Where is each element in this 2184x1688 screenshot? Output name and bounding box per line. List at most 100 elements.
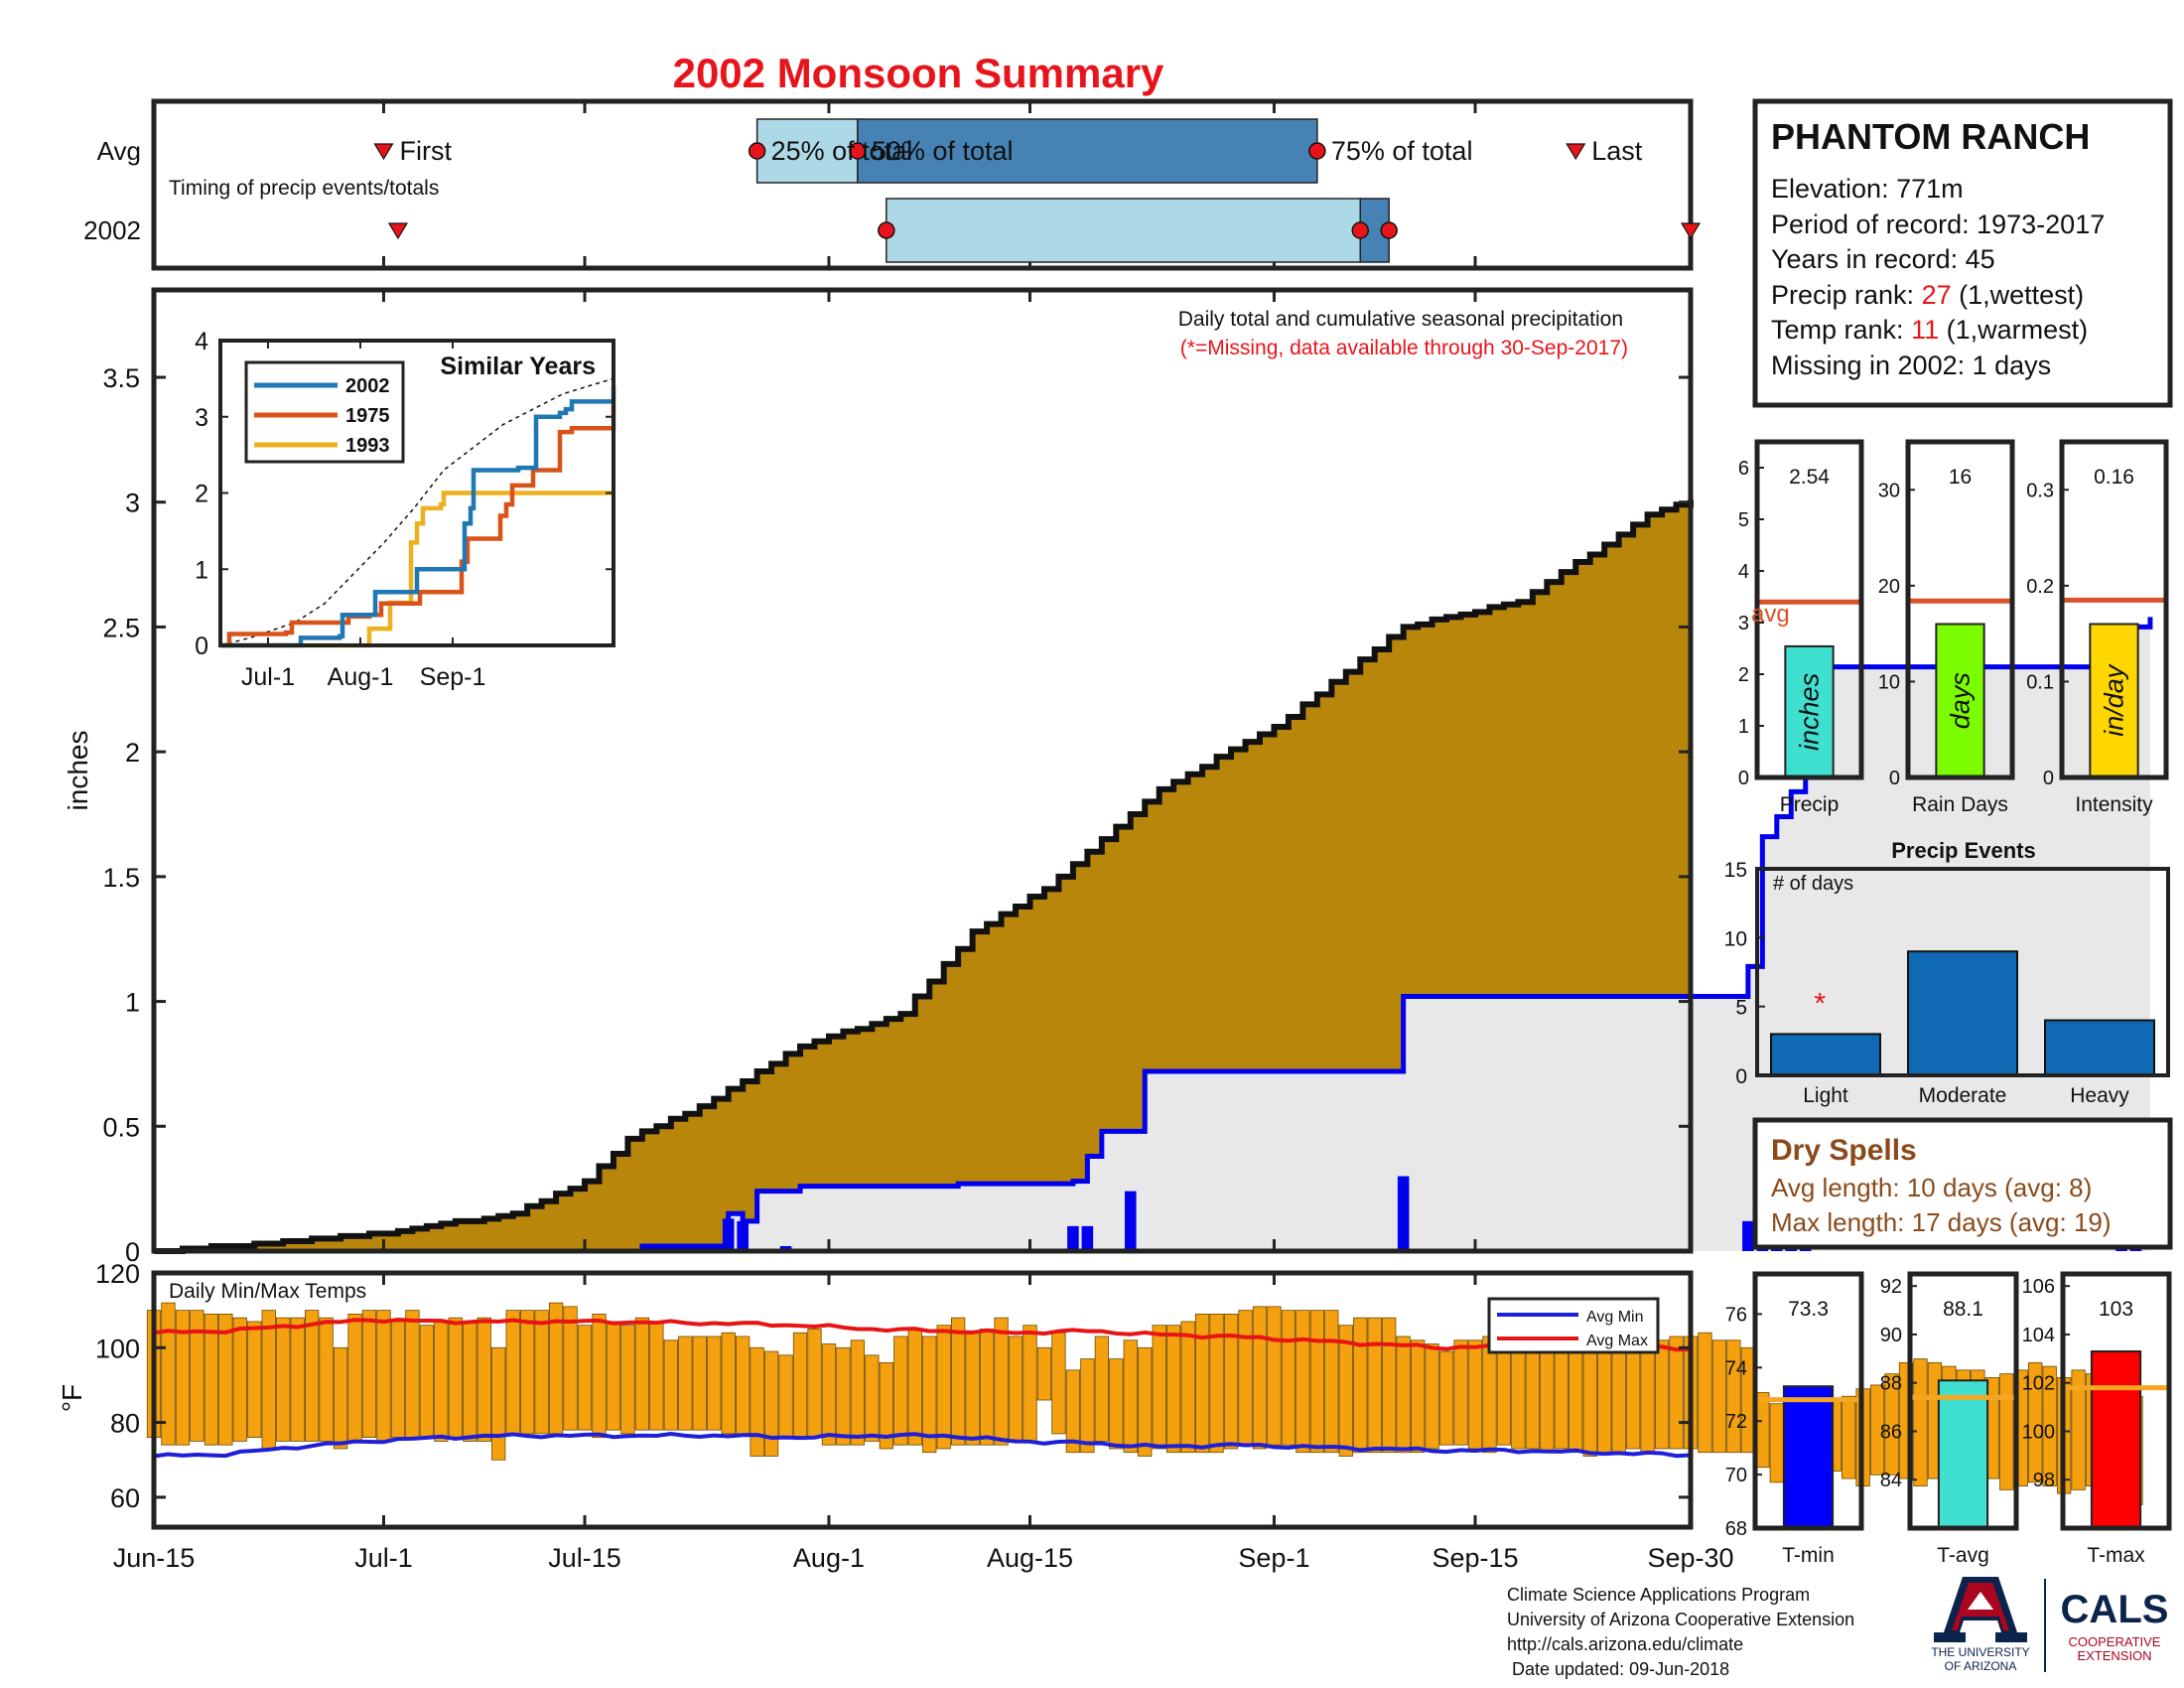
precip-ytick-label-1: 0.5 [102, 1112, 140, 1142]
temp-range-bar-39 [707, 1336, 722, 1431]
daily-precip-bar-1 [737, 1220, 749, 1251]
temp-range-bar-90 [1438, 1350, 1454, 1446]
temp-range-bar-35 [649, 1321, 664, 1431]
temp-range-bar-123 [1913, 1358, 1928, 1486]
tavg_mini-value-label: 88.1 [1943, 1298, 1983, 1321]
raindays_mini-ytick-label-3: 30 [1878, 480, 1900, 501]
ua-logo-text-1: THE UNIVERSITY [1931, 1645, 2029, 1659]
similar-years-inset: 0 1 2 3 4 Jul-1 Aug-1 Sep-1 Similar Years 2002 1… [195, 328, 616, 691]
tmin_mini-bar [1782, 1385, 1835, 1530]
intensity_mini-frame [2059, 439, 2169, 780]
tavg_mini-ytick-label-2: 88 [1880, 1373, 1902, 1395]
precip_mini-ytick-label-3: 3 [1738, 613, 1749, 634]
precip_mini-bar [1784, 644, 1835, 778]
temp-range-bar-12 [319, 1317, 334, 1442]
mini-panel-intensity_mini: 0 0.1 0.2 0.3 0.16 Intensity in/day [2026, 439, 2169, 816]
temp-range-bar-2 [175, 1310, 191, 1446]
temp-range-bar-21 [448, 1317, 463, 1439]
mini-panel-raindays_mini: 0 10 20 30 16 Rain Days days [1878, 439, 2015, 816]
cals-coop-text-1: COOPERATIVE [2069, 1634, 2161, 1649]
tmin_mini-frame [1752, 1271, 1864, 1531]
x-tick-label-0: Jun-15 [113, 1543, 196, 1573]
temp-rank-value: 11 [1911, 315, 1939, 345]
dry-spells-avg-length: Avg length: 10 days (avg: 8) [1771, 1173, 2092, 1202]
university-of-arizona-logo: THE UNIVERSITY OF ARIZONA CALS COOPERATI… [1931, 1577, 2168, 1673]
temp-range-bar-43 [763, 1350, 779, 1457]
temp-range-bar-50 [865, 1354, 880, 1442]
temp-range-bar-15 [361, 1310, 377, 1439]
temp-range-bar-6 [232, 1317, 247, 1442]
station-name: PHANTOM RANCH [1771, 116, 2090, 157]
tmin_mini-ytick-label-0: 68 [1725, 1518, 1747, 1540]
avg-cumulative-line [154, 499, 1694, 1254]
temp-range-bar-67 [1109, 1358, 1124, 1450]
temp-avg-max-line [153, 1318, 1692, 1352]
temp-range-bar-16 [376, 1310, 391, 1442]
footer-credits: Climate Science Applications Program Uni… [1507, 1585, 1854, 1679]
temp-range-bar-37 [678, 1336, 693, 1431]
x-tick-label-7: Sep-30 [1647, 1543, 1733, 1573]
temp-range-bar-45 [792, 1332, 808, 1439]
events-xlabel-moderate: Moderate [1919, 1084, 2007, 1107]
inset-series-line-1993 [220, 491, 614, 648]
raindays_mini-ytick-label-2: 20 [1878, 576, 1900, 598]
temp-range-bar-48 [836, 1346, 851, 1446]
raindays_mini-value-label: 16 [1949, 466, 1972, 489]
timing-box-25-50-1 [886, 198, 1362, 263]
precip_mini-ytick-label-2: 2 [1738, 664, 1749, 686]
temp-rank-suffix: (1,warmest) [1939, 315, 2088, 345]
events-xlabel-heavy: Heavy [2070, 1084, 2129, 1107]
dry-spells-title: Dry Spells [1771, 1134, 1917, 1167]
tavg_mini-xlabel: T-avg [1937, 1544, 1989, 1567]
temp-range-bar-129 [1999, 1373, 2014, 1490]
x-tick-label-2: Jul-15 [548, 1543, 621, 1573]
temp-range-bar-112 [1755, 1392, 1770, 1469]
temp-range-bar-82 [1324, 1310, 1339, 1454]
temp-range-bar-132 [2042, 1365, 2057, 1486]
temp-range-bar-56 [951, 1317, 966, 1446]
timing-first-last-marker-1-0 [387, 222, 409, 240]
temp-range-bar-76 [1238, 1310, 1253, 1446]
timing-box-50-75-0 [857, 118, 1318, 184]
precip-missing-note: (*=Missing, data available through 30-Se… [1180, 337, 1628, 359]
temp-range-bar-17 [390, 1321, 406, 1439]
tmin_mini-ytick-label-2: 72 [1725, 1411, 1747, 1433]
timing-first-last-marker-0-0 [373, 143, 394, 161]
tmax_mini-ytick-label-0: 98 [2033, 1470, 2055, 1491]
x-tick-label-1: Jul-1 [354, 1543, 413, 1573]
temp-range-bar-18 [405, 1310, 420, 1439]
precip-ytick-label-3: 1.5 [102, 863, 140, 893]
temp-range-bar-106 [1669, 1336, 1684, 1450]
precip_mini-ytick-label-6: 6 [1738, 458, 1749, 480]
tmax_mini-value-label: 103 [2099, 1298, 2133, 1321]
temp-range-bar-92 [1467, 1339, 1483, 1450]
temp-range-bar-79 [1281, 1310, 1297, 1446]
precip_mini-ytick-label-5: 5 [1738, 509, 1749, 531]
timing-percentile-dot-1-0 [878, 221, 895, 239]
precip_mini-ytick-label-4: 4 [1738, 561, 1749, 583]
temp-range-bar-60 [1008, 1336, 1024, 1442]
tmax_mini-ytick-label-2: 102 [2022, 1373, 2055, 1395]
timing-box-25-50-0 [755, 118, 859, 184]
x-tick-label-5: Sep-1 [1238, 1543, 1309, 1573]
temp-rank-label: Temp rank: [1771, 315, 1911, 345]
timing-row-label-2002: 2002 [83, 215, 141, 245]
temp-range-bar-99 [1569, 1336, 1583, 1454]
timing-label-first: First [399, 136, 452, 166]
temp-range-bar-57 [965, 1332, 980, 1446]
precip-title: Daily total and cumulative seasonal prec… [1178, 308, 1623, 331]
intensity_mini-ytick-label-1: 0.1 [2026, 671, 2054, 693]
timing-row-label-avg: Avg [97, 136, 141, 166]
intensity_mini-bar [2089, 623, 2139, 778]
x-tick-label-3: Aug-1 [793, 1543, 865, 1573]
temp-avg-lines [153, 1318, 1692, 1459]
temp-range-bar-3 [190, 1310, 205, 1442]
temp-range-bar-108 [1698, 1332, 1712, 1454]
temp-range-bar-86 [1382, 1317, 1397, 1454]
temp-range-bar-63 [1051, 1332, 1066, 1435]
temp-range-bar-58 [979, 1329, 995, 1446]
precip-rank-suffix: (1,wettest) [1952, 280, 2085, 310]
temp-range-bar-4 [204, 1314, 219, 1446]
